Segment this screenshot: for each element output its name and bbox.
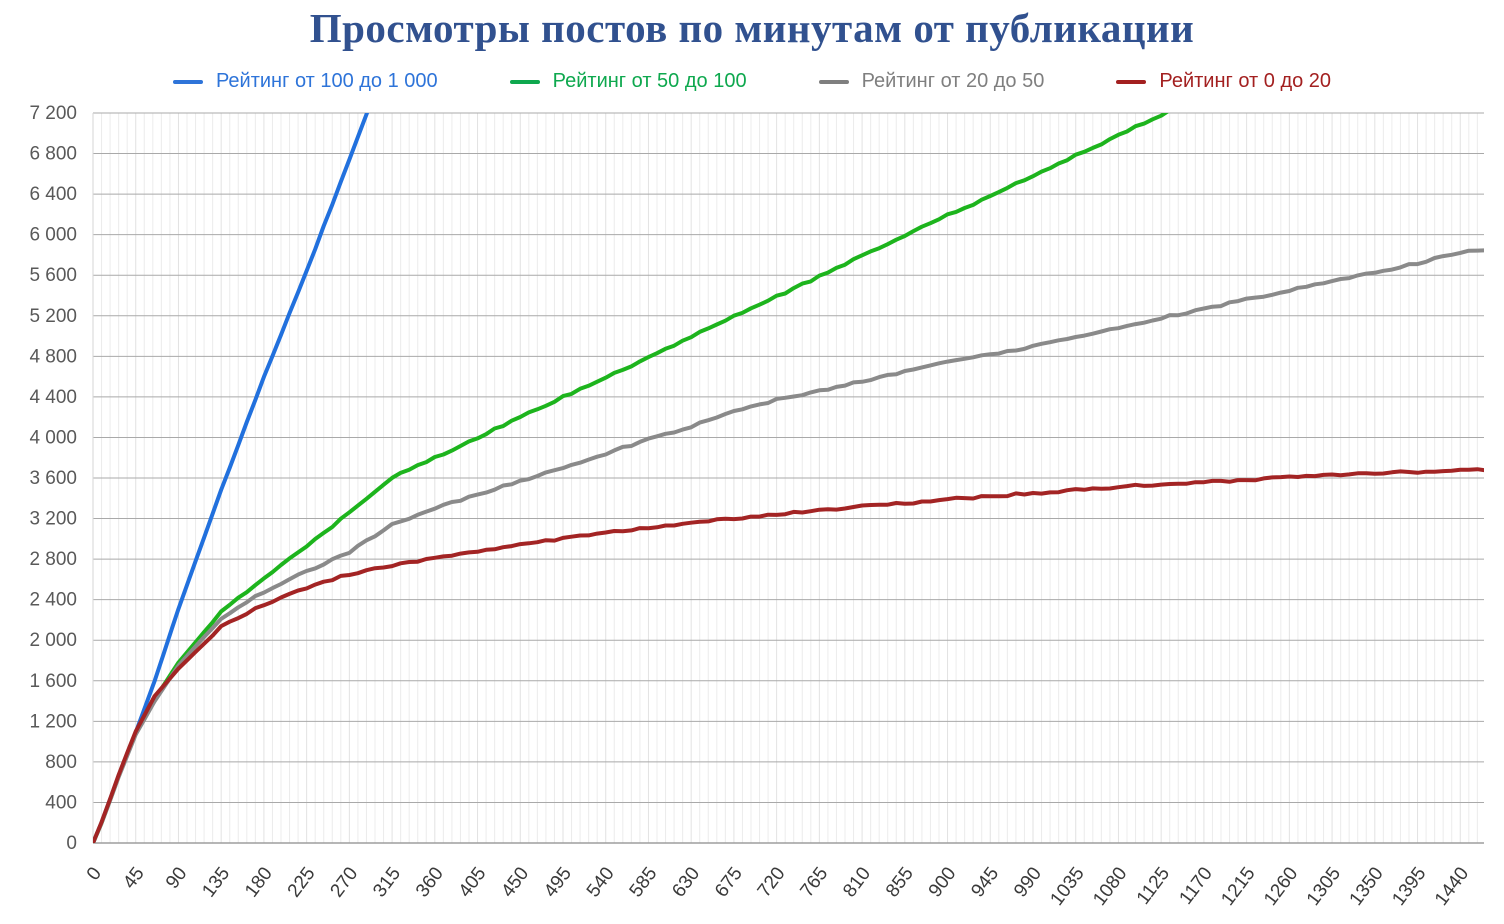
x-axis-tick-label: 180: [241, 863, 277, 901]
x-axis-tick-label: 540: [583, 863, 619, 901]
x-axis-tick-label: 135: [198, 863, 234, 901]
x-axis-tick-label: 855: [882, 863, 918, 901]
y-axis-tick-label: 5 600: [29, 265, 77, 286]
x-axis-tick-label: 360: [412, 863, 448, 901]
x-axis-tick-label: 1305: [1303, 863, 1345, 909]
series-line-1: [93, 113, 1169, 843]
x-axis-tick-label: 945: [967, 863, 1003, 901]
x-axis-tick-label: 1350: [1346, 863, 1388, 909]
x-axis-labels: 0 45 90 135 180 225 270 315 360 405 450 495 540 585 63…: [83, 863, 1473, 909]
x-axis-tick-label: 810: [839, 863, 875, 901]
legend: Рейтинг от 100 до 1 000 Рейтинг от 50 до …: [0, 70, 1504, 93]
series-lines: [93, 113, 1484, 843]
x-axis-tick-label: 450: [497, 863, 533, 901]
y-axis-tick-label: 400: [45, 792, 77, 813]
legend-label: Рейтинг от 100 до 1 000: [215, 70, 438, 92]
y-axis-tick-label: 3 600: [29, 468, 77, 489]
x-axis-tick-label: 1215: [1217, 863, 1259, 909]
y-axis-tick-label: 3 200: [29, 509, 77, 530]
x-axis-tick-label: 225: [284, 863, 320, 901]
x-axis-tick-label: 675: [711, 863, 747, 901]
legend-marker-icon: [818, 79, 849, 84]
x-axis-tick-label: 1440: [1431, 863, 1473, 909]
legend-marker-icon: [172, 79, 203, 84]
x-axis-tick-label: 1395: [1388, 863, 1430, 909]
x-axis-tick-label: 765: [797, 863, 833, 901]
series-line-3: [93, 467, 1484, 843]
y-axis-tick-label: 4 800: [29, 346, 77, 367]
x-axis-tick-label: 1170: [1176, 863, 1217, 908]
x-axis-tick-label: 1260: [1260, 863, 1302, 909]
series-line-0: [93, 113, 370, 843]
x-axis-tick-label: 405: [455, 863, 491, 901]
x-axis-tick-label: 990: [1010, 863, 1046, 901]
y-axis-tick-label: 6 400: [29, 184, 77, 205]
x-axis-tick-label: 630: [668, 863, 704, 901]
chart-title: Просмотры постов по минутам от публикаци…: [309, 5, 1195, 51]
legend-item-1: Рейтинг от 50 до 100: [509, 70, 747, 93]
legend-marker-icon: [1116, 79, 1147, 84]
legend-marker-icon: [509, 79, 540, 84]
x-axis-tick-label: 0: [83, 863, 106, 884]
x-axis-tick-label: 1080: [1089, 863, 1131, 909]
y-axis-labels: 0 400 800 1 200 1 600 2 000 2 400 2 800 3 200 3 6…: [29, 103, 77, 854]
x-axis-tick-label: 315: [369, 863, 405, 901]
x-axis-tick-label: 495: [540, 863, 576, 901]
series-line-2: [93, 248, 1484, 843]
y-axis-tick-label: 7 200: [29, 103, 77, 124]
x-axis-tick-label: 270: [327, 863, 363, 901]
y-axis-tick-label: 2 000: [29, 630, 77, 651]
x-axis-tick-label: 45: [119, 863, 148, 893]
legend-label: Рейтинг от 50 до 100: [552, 70, 747, 92]
y-axis-tick-label: 4 400: [29, 387, 77, 408]
x-axis-tick-label: 1035: [1046, 863, 1088, 909]
x-axis-tick-label: 720: [754, 863, 790, 901]
legend-item-0: Рейтинг от 100 до 1 000: [172, 70, 438, 93]
x-axis-tick-label: 585: [626, 863, 662, 901]
legend-label: Рейтинг от 0 до 20: [1159, 70, 1332, 92]
y-axis-tick-label: 1 200: [29, 711, 77, 732]
y-axis-tick-label: 1 600: [29, 671, 77, 692]
x-axis-tick-label: 900: [925, 863, 961, 901]
legend-label: Рейтинг от 20 до 50: [861, 70, 1045, 92]
x-axis-tick-label: 90: [162, 863, 191, 893]
y-axis-tick-label: 2 400: [29, 590, 77, 611]
x-axis-tick-label: 1125: [1133, 863, 1174, 908]
y-axis-tick-label: 0: [66, 833, 77, 854]
y-axis-tick-label: 6 800: [29, 144, 77, 165]
y-axis-tick-label: 800: [45, 752, 77, 773]
legend-item-2: Рейтинг от 20 до 50: [818, 70, 1045, 93]
y-axis-tick-label: 6 000: [29, 225, 77, 246]
y-axis-tick-label: 4 000: [29, 427, 77, 448]
legend-item-3: Рейтинг от 0 до 20: [1116, 70, 1331, 93]
y-axis-tick-label: 2 800: [29, 549, 77, 570]
y-axis-tick-label: 5 200: [29, 306, 77, 327]
